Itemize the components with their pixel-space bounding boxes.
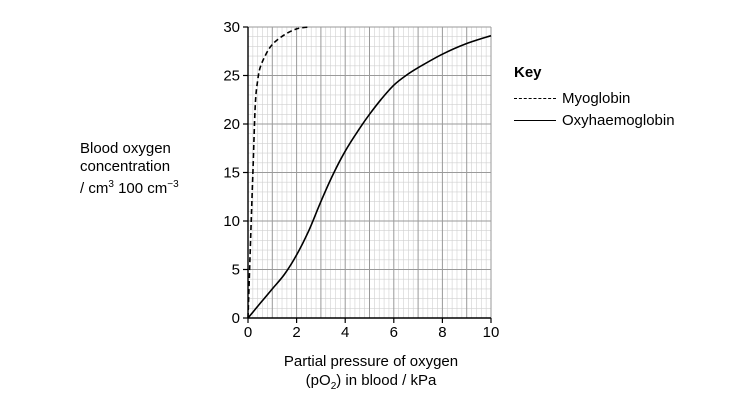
y-tick-label-10: 10 xyxy=(223,213,240,230)
series-line-oxyhaemoglobin xyxy=(247,34,492,319)
series-layer xyxy=(247,26,492,319)
legend-label-oxyhaemoglobin: Oxyhaemoglobin xyxy=(562,111,675,129)
y-unit-cm: / cm xyxy=(80,180,109,197)
y-tick-label-5: 5 xyxy=(232,262,240,279)
x-axis-label-line2: (pO2) in blood / kPa xyxy=(236,371,506,396)
y-axis-label-line2: concentration xyxy=(80,158,171,175)
x-unit-sub-2: 2 xyxy=(330,381,337,392)
series-line-myoglobin xyxy=(247,26,309,319)
y-unit-sup-minus3: −3 xyxy=(167,179,179,190)
legend-dashed-line-icon xyxy=(514,97,556,99)
y-axis-label-line3: / cm3 100 cm−3 xyxy=(80,176,179,198)
x-tick-label-2: 2 xyxy=(292,324,300,341)
x-tick-label-6: 6 xyxy=(390,324,398,341)
y-tick-label-25: 25 xyxy=(223,68,240,85)
x-tick-label-8: 8 xyxy=(438,324,446,341)
legend-title: Key xyxy=(514,64,542,81)
x-tick-label-0: 0 xyxy=(244,324,252,341)
y-tick-label-20: 20 xyxy=(223,116,240,133)
axes xyxy=(243,26,492,323)
y-unit-100cm: 100 cm xyxy=(113,180,168,197)
x-tick-label-4: 4 xyxy=(341,324,349,341)
x-unit-kpa: ) in blood / kPa xyxy=(336,372,437,389)
x-axis-label-line1: Partial pressure of oxygen xyxy=(283,353,459,370)
y-tick-label-0: 0 xyxy=(232,310,240,327)
legend-item-oxyhaemoglobin: Oxyhaemoglobin xyxy=(514,109,675,131)
y-tick-label-30: 30 xyxy=(223,19,240,36)
y-axis-label: Blood oxygen concentration / cm3 100 cm−… xyxy=(80,140,179,198)
y-unit-sup-3: 3 xyxy=(108,179,114,190)
legend: Key Myoglobin Oxyhaemoglobin xyxy=(514,64,675,131)
x-tick-label-10: 10 xyxy=(483,324,500,341)
x-unit-po: (pO xyxy=(305,372,331,389)
legend-label-myoglobin: Myoglobin xyxy=(562,89,631,107)
tick-labels: 0 2 4 6 8 10 0 5 10 15 20 25 30 xyxy=(223,19,499,341)
x-axis-label: Partial pressure of oxygen (pO2) in bloo… xyxy=(236,352,506,396)
legend-item-myoglobin: Myoglobin xyxy=(514,87,675,109)
y-axis-label-line1: Blood oxygen xyxy=(80,140,171,157)
y-tick-label-15: 15 xyxy=(223,165,240,182)
legend-solid-line-icon xyxy=(514,119,556,121)
